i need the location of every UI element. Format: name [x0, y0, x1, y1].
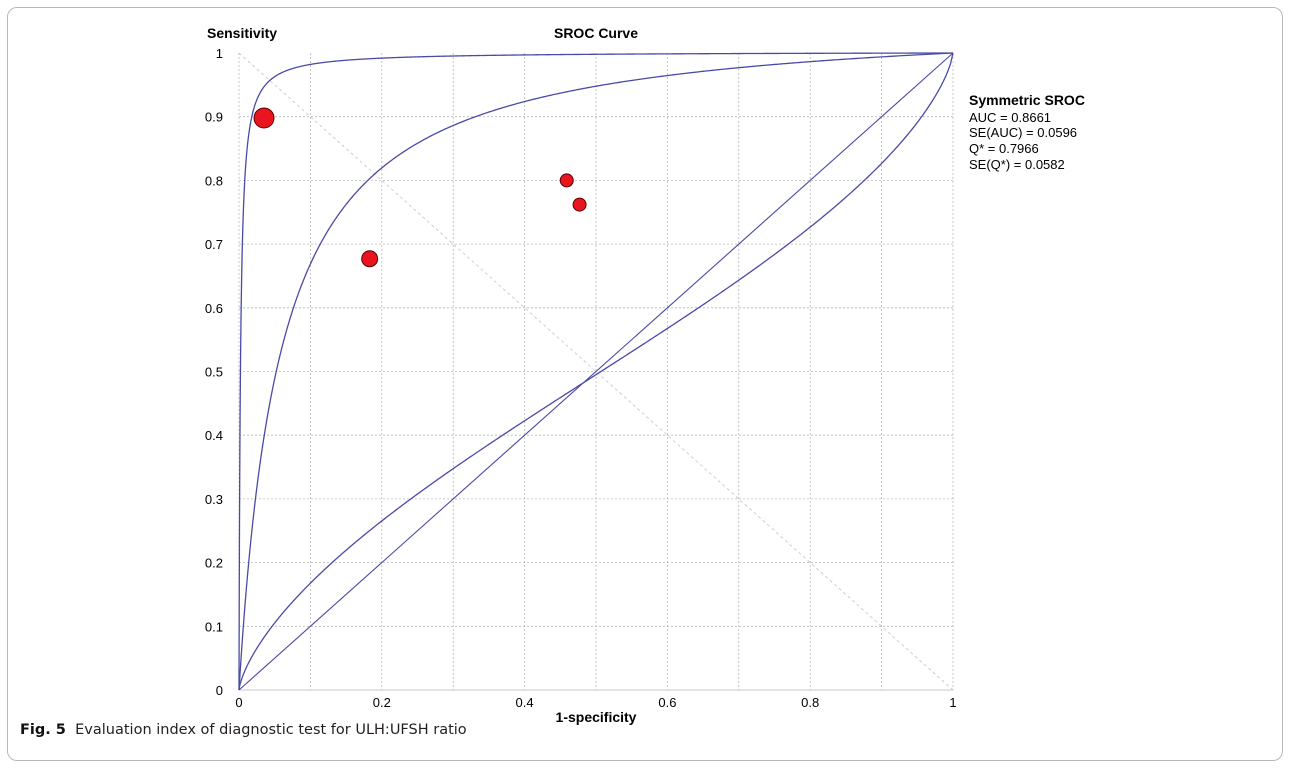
study-point	[361, 250, 379, 268]
stats-title: Symmetric SROC	[969, 92, 1085, 108]
sroc-curve-lower	[238, 52, 954, 691]
y-tick-label: 0.4	[205, 428, 223, 443]
grid	[238, 53, 954, 691]
x-tick-label: 0.6	[658, 695, 676, 710]
x-tick-label: 0.8	[801, 695, 819, 710]
reference-diagonals	[238, 52, 954, 691]
y-tick-label: 0.8	[205, 173, 223, 188]
sroc-curve-upper	[238, 52, 953, 690]
y-tick-label: 0.9	[205, 110, 223, 125]
y-tick-label: 0	[216, 683, 223, 698]
x-tick-label: 0.4	[516, 695, 534, 710]
y-axis-label: Sensitivity	[207, 25, 277, 41]
study-point	[559, 173, 574, 188]
y-tick-label: 0.7	[205, 237, 223, 252]
x-tick-label: 0	[235, 695, 242, 710]
x-tick-label: 1	[949, 695, 956, 710]
caption-label: Fig. 5	[20, 722, 66, 738]
figure-caption: Fig. 5 Evaluation index of diagnostic te…	[20, 722, 467, 738]
study-point	[253, 107, 275, 129]
study-points	[253, 107, 587, 268]
stats-q: Q* = 0.7966	[969, 141, 1039, 156]
y-tick-label: 0.1	[205, 619, 223, 634]
y-tick-label: 0.2	[205, 556, 223, 571]
x-axis-label: 1-specificity	[556, 709, 637, 725]
chance-diagonal	[238, 52, 954, 691]
stats-se-auc: SE(AUC) = 0.0596	[969, 125, 1078, 140]
y-tick-label: 1	[216, 46, 223, 61]
tick-labels: 0 0.2 0.4 0.6 0.8 1 0 0.1 0.2 0.3 0.4 0.5 0.6 0.7 0.8 0…	[205, 46, 957, 710]
study-point	[572, 197, 587, 212]
stats-se-q: SE(Q*) = 0.0582	[969, 157, 1065, 172]
y-tick-label: 0.5	[205, 365, 223, 380]
figure-frame	[7, 7, 1283, 761]
caption-text: Evaluation index of diagnostic test for …	[75, 722, 467, 738]
x-tick-label: 0.2	[373, 695, 391, 710]
chart-title: SROC Curve	[554, 25, 638, 41]
y-tick-label: 0.3	[205, 492, 223, 507]
sroc-curve	[238, 52, 954, 691]
stats-auc: AUC = 0.8661	[969, 110, 1052, 125]
y-tick-label: 0.6	[205, 301, 223, 316]
sroc-curves	[238, 52, 954, 691]
